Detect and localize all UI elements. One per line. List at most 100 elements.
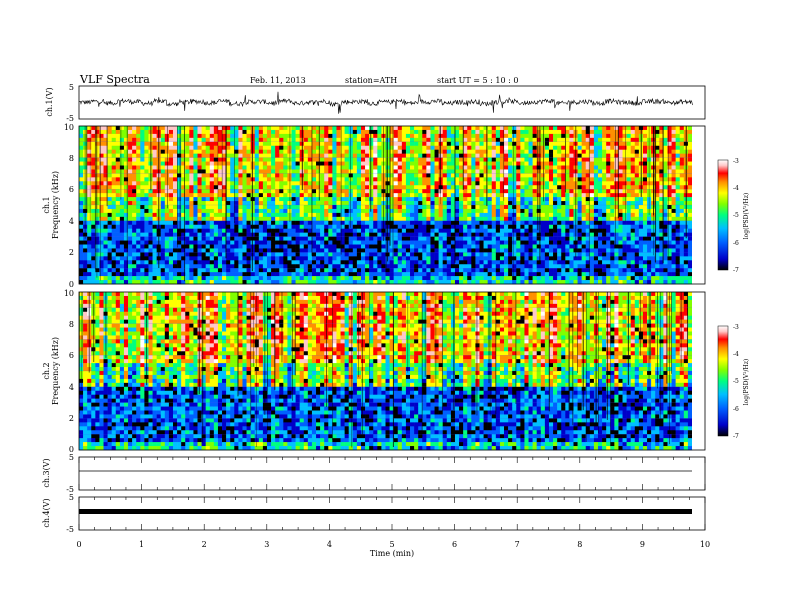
spectrogram-cell <box>442 276 448 281</box>
spectrogram-cell <box>291 252 296 257</box>
spectrogram-cell <box>393 272 399 277</box>
spectrogram-cell <box>360 232 366 237</box>
spectrogram-cell <box>91 232 96 237</box>
spectrogram-cell <box>262 280 268 285</box>
spectrogram-cell <box>516 137 521 143</box>
spectrogram-cell <box>242 145 247 150</box>
spectrogram-cell <box>258 169 264 174</box>
spectrogram-cell <box>544 212 550 218</box>
spectrogram-cell <box>295 201 300 206</box>
spectrogram-cell <box>99 181 104 186</box>
spectrogram-cell <box>340 240 345 245</box>
spectrogram-cell <box>516 240 521 245</box>
spectrogram-cell <box>226 216 231 222</box>
spectrogram-cell <box>369 280 374 285</box>
spectrogram-cell <box>172 126 178 131</box>
spectrogram-cell <box>581 264 587 269</box>
spectrogram-cell <box>389 173 394 178</box>
spectrogram-cell <box>360 276 366 281</box>
spectrogram-cell <box>271 197 276 202</box>
spectrogram-cell <box>430 240 435 245</box>
spectrogram-cell <box>536 141 542 147</box>
spectrogram-cell <box>275 264 280 269</box>
spectrogram-cell <box>95 173 100 178</box>
spectrogram-cell <box>205 260 211 265</box>
spectrogram-cell <box>410 169 415 174</box>
spectrogram-cell <box>132 193 137 198</box>
spectrogram-cell <box>320 201 325 206</box>
spectrogram-cell <box>548 280 554 285</box>
spectrogram-cell <box>128 264 133 269</box>
spectrogram-cell <box>332 236 337 241</box>
spectrogram-cell <box>557 216 562 222</box>
spectrogram-cell <box>262 252 268 257</box>
spectrogram-cell <box>307 157 313 162</box>
spectrogram-cell <box>123 185 129 190</box>
spectrogram-cell <box>291 145 296 150</box>
spectrogram-cell <box>487 212 493 218</box>
spectrogram-cell <box>205 185 211 190</box>
spectrogram-cell <box>119 157 125 162</box>
spectrogram-cell <box>548 248 554 253</box>
spectrogram-cell <box>340 145 345 150</box>
spectrogram-cell <box>401 161 407 166</box>
spectrogram-cell <box>152 157 157 162</box>
spectrogram-cell <box>577 232 582 237</box>
spectrogram-cell <box>111 272 117 277</box>
spectrogram-cell <box>491 268 497 273</box>
spectrogram-cell <box>172 173 178 178</box>
spectrogram-cell <box>168 193 174 198</box>
spectrogram-cell <box>516 185 521 190</box>
spectrogram-cell <box>299 189 305 194</box>
spectrogram-cell <box>99 228 104 233</box>
spectrogram-cell <box>365 133 370 139</box>
spectrogram-cell <box>483 165 488 170</box>
spectrogram-cell <box>234 248 239 253</box>
spectrogram-cell <box>168 173 174 178</box>
spectrogram-cell <box>565 212 570 218</box>
spectrogram-cell <box>254 224 260 229</box>
spectrogram-cell <box>328 272 333 277</box>
spectrogram-cell <box>144 189 149 194</box>
spectrogram-cell <box>532 244 538 249</box>
spectrogram-cell <box>254 193 260 198</box>
spectrogram-cell <box>111 129 117 135</box>
spectrogram-cell <box>197 260 202 265</box>
spectrogram-cell <box>209 260 215 265</box>
spectrogram-cell <box>360 260 366 265</box>
spectrogram-cell <box>209 197 215 202</box>
spectrogram-cell <box>401 133 407 139</box>
spectrogram-cell <box>316 173 321 178</box>
spectrogram-cell <box>140 212 145 218</box>
spectrogram-cell <box>160 228 166 233</box>
spectrogram-cell <box>414 197 419 202</box>
spectrogram-cell <box>479 145 484 150</box>
spectrogram-cell <box>324 137 329 143</box>
spectrogram-cell <box>271 276 276 281</box>
spectrogram-cell <box>197 197 202 202</box>
spectrogram-cell <box>132 133 137 139</box>
spectrogram-cell <box>512 185 517 190</box>
spectrogram-cell <box>87 260 92 265</box>
spectrogram-cell <box>430 228 435 233</box>
spectrogram-cell <box>585 141 591 147</box>
spectrogram-cell <box>561 157 566 162</box>
spectrogram-cell <box>99 252 104 257</box>
spectrogram-cell <box>414 129 419 135</box>
spectrogram-cell <box>324 208 329 214</box>
spectrogram-cell <box>471 252 476 257</box>
spectrogram-cell <box>536 280 542 285</box>
spectrogram-cell <box>107 240 112 245</box>
spectrogram-cell <box>520 185 525 190</box>
spectrogram-cell <box>405 126 411 131</box>
spectrogram-cell <box>475 205 480 210</box>
spectrogram-cell <box>132 256 137 261</box>
spectrogram-cell <box>434 145 439 150</box>
spectrogram-cell <box>189 256 194 261</box>
spectrogram-cell <box>536 240 542 245</box>
spectrogram-cell <box>246 228 251 233</box>
spectrogram-cell <box>516 220 521 226</box>
spectrogram-cell <box>311 126 317 131</box>
spectrogram-cell <box>193 161 198 166</box>
spectrogram-cell <box>491 276 497 281</box>
